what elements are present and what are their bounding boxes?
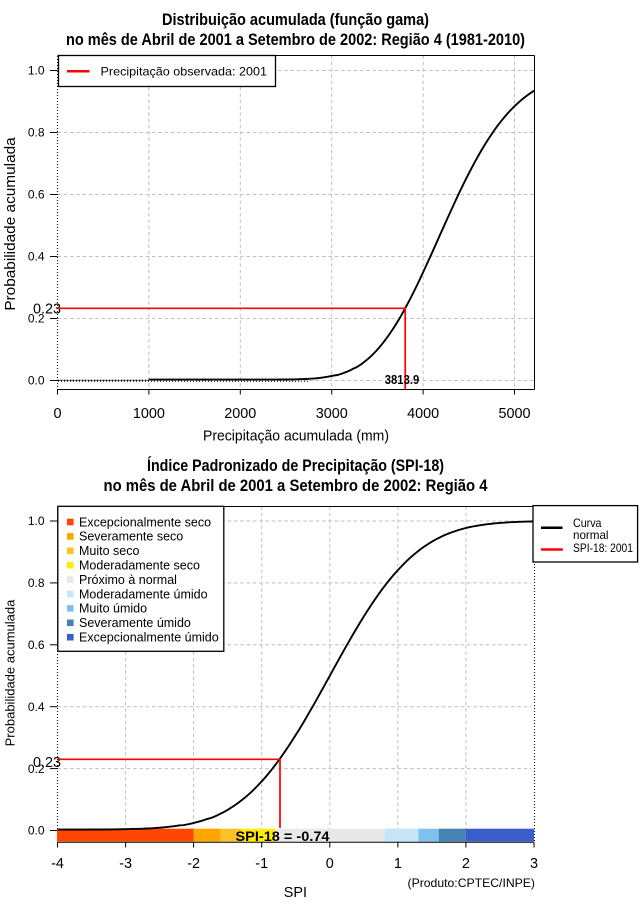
svg-text:Precipitação observada: 2001: Precipitação observada: 2001 bbox=[101, 65, 268, 79]
svg-text:0.0: 0.0 bbox=[28, 374, 45, 388]
svg-text:Distribuição acumulada (função: Distribuição acumulada (função gama) bbox=[162, 11, 429, 29]
svg-text:0: 0 bbox=[326, 856, 334, 872]
svg-text:0.2: 0.2 bbox=[28, 312, 45, 326]
svg-text:0.23: 0.23 bbox=[33, 301, 61, 317]
svg-text:2: 2 bbox=[462, 856, 470, 872]
svg-text:1000: 1000 bbox=[133, 406, 165, 422]
svg-text:0: 0 bbox=[53, 406, 61, 422]
svg-text:Curva: Curva bbox=[573, 516, 602, 530]
svg-text:-3: -3 bbox=[119, 856, 132, 872]
svg-text:1.0: 1.0 bbox=[28, 64, 45, 78]
svg-text:0.23: 0.23 bbox=[33, 755, 61, 771]
svg-text:-2: -2 bbox=[187, 856, 200, 872]
svg-text:0.6: 0.6 bbox=[28, 188, 45, 202]
svg-text:Severamente seco: Severamente seco bbox=[79, 530, 183, 544]
svg-text:Moderadamente seco: Moderadamente seco bbox=[79, 559, 200, 573]
svg-text:1.0: 1.0 bbox=[28, 514, 45, 528]
svg-text:0.4: 0.4 bbox=[28, 700, 45, 714]
svg-text:4000: 4000 bbox=[407, 406, 439, 422]
svg-text:Muito úmido: Muito úmido bbox=[79, 602, 147, 616]
svg-text:Próximo à normal: Próximo à normal bbox=[79, 573, 177, 587]
svg-text:SPI-18 = -0.74: SPI-18 = -0.74 bbox=[236, 828, 330, 844]
svg-text:5000: 5000 bbox=[498, 406, 530, 422]
svg-text:Excepcionalmente seco: Excepcionalmente seco bbox=[79, 515, 211, 529]
svg-text:-1: -1 bbox=[255, 856, 268, 872]
svg-text:no mês de Abril de 2001 a Sete: no mês de Abril de 2001 a Setembro de 20… bbox=[104, 477, 489, 495]
svg-text:no mês de Abril de 2001 a Sete: no mês de Abril de 2001 a Setembro de 20… bbox=[66, 31, 525, 49]
svg-text:(Produto:CPTEC/INPE): (Produto:CPTEC/INPE) bbox=[408, 876, 536, 890]
svg-text:Probabilidade acumulada: Probabilidade acumulada bbox=[3, 599, 18, 746]
svg-text:2000: 2000 bbox=[224, 406, 256, 422]
svg-text:Moderadamente úmido: Moderadamente úmido bbox=[79, 587, 208, 601]
svg-text:0.6: 0.6 bbox=[28, 638, 45, 652]
svg-text:0.2: 0.2 bbox=[28, 762, 45, 776]
svg-text:0.8: 0.8 bbox=[28, 126, 45, 140]
svg-text:3813.9: 3813.9 bbox=[385, 373, 420, 387]
svg-text:0.4: 0.4 bbox=[28, 250, 45, 264]
svg-text:Muito seco: Muito seco bbox=[79, 544, 139, 558]
svg-text:Probabilidade acumulada: Probabilidade acumulada bbox=[3, 137, 19, 310]
svg-text:1: 1 bbox=[394, 856, 402, 872]
svg-text:-4: -4 bbox=[51, 856, 64, 872]
svg-text:0.0: 0.0 bbox=[28, 824, 45, 838]
svg-text:Índice Padronizado de Precipit: Índice Padronizado de Precipitação (SPI-… bbox=[147, 456, 444, 475]
svg-text:Excepcionalmente úmido: Excepcionalmente úmido bbox=[79, 631, 219, 645]
svg-text:3000: 3000 bbox=[316, 406, 348, 422]
svg-text:Precipitação acumulada (mm): Precipitação acumulada (mm) bbox=[203, 429, 389, 445]
svg-text:normal: normal bbox=[573, 528, 609, 542]
svg-text:3: 3 bbox=[530, 856, 538, 872]
svg-text:Severamente úmido: Severamente úmido bbox=[79, 616, 191, 630]
svg-text:SPI-18: 2001: SPI-18: 2001 bbox=[573, 541, 633, 555]
svg-text:0.8: 0.8 bbox=[28, 576, 45, 590]
svg-text:SPI: SPI bbox=[284, 885, 307, 900]
